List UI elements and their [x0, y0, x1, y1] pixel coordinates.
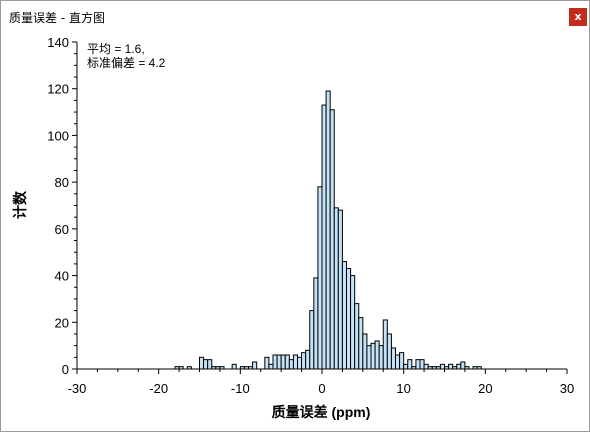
y-tick-label: 20 [55, 315, 69, 330]
y-tick-label: 140 [47, 35, 69, 50]
histogram-bar [268, 363, 274, 370]
histogram-bar [362, 333, 368, 370]
y-tick-label: 0 [62, 362, 69, 377]
y-tick-label: 80 [55, 175, 69, 190]
histogram-bar [329, 109, 335, 370]
histogram-bar [203, 359, 209, 370]
title-bar[interactable]: 质量误差 - 直方图 x [1, 1, 589, 31]
y-axis-ticks: 0 20 40 60 80 100 120 140 [47, 35, 77, 377]
histogram-chart: 0 20 40 60 80 100 120 140 -30 -20 -10 0 10 20 30 平均 =… [12, 35, 574, 420]
histogram-bar [305, 349, 311, 370]
histogram-bar [370, 342, 376, 370]
x-tick-label: -30 [68, 381, 87, 396]
histogram-bar [333, 207, 339, 370]
histogram-bar [276, 354, 282, 370]
histogram-bar [264, 356, 270, 370]
histogram-bar [419, 359, 425, 370]
x-tick-label: 10 [396, 381, 410, 396]
histogram-bar [395, 354, 401, 370]
histogram-bar [297, 356, 303, 370]
y-tick-label: 60 [55, 222, 69, 237]
y-tick-label: 100 [47, 128, 69, 143]
histogram-bar [423, 363, 429, 370]
histogram-bar [399, 352, 405, 370]
histogram-bar [341, 261, 347, 370]
histogram-bar [313, 277, 319, 370]
histogram-bar [407, 359, 413, 370]
histogram-bar [366, 345, 372, 370]
histogram-bar [354, 303, 360, 370]
histogram-bar [346, 268, 352, 370]
histogram-bar [280, 354, 286, 370]
histogram-bar [358, 317, 364, 370]
stats-stddev: 标准偏差 = 4.2 [87, 55, 166, 70]
histogram-bars [174, 90, 482, 370]
histogram-bar [292, 354, 298, 370]
histogram-bar [252, 361, 258, 370]
histogram-bar [374, 340, 380, 370]
stats-mean: 平均 = 1.6, [87, 42, 145, 56]
y-tick-label: 40 [55, 269, 69, 284]
histogram-bar [390, 347, 396, 370]
histogram-bar [448, 363, 454, 370]
histogram-bar [439, 363, 445, 370]
x-tick-label: 20 [478, 381, 492, 396]
histogram-bar [207, 359, 213, 370]
histogram-bar [460, 361, 466, 370]
x-axis-label: 质量误差 (ppm) [272, 404, 371, 420]
histogram-bar [301, 352, 307, 370]
histogram-bar [309, 310, 315, 370]
histogram-bar [288, 359, 294, 370]
histogram-bar [325, 90, 331, 370]
histogram-bar [317, 186, 323, 370]
histogram-bar [386, 333, 392, 370]
histogram-bar [284, 354, 290, 370]
histogram-bar [403, 363, 409, 370]
x-tick-label: -20 [149, 381, 168, 396]
histogram-bar [350, 275, 356, 370]
y-axis-label: 计数 [12, 190, 28, 219]
x-tick-label: 30 [560, 381, 574, 396]
y-tick-label: 120 [47, 82, 69, 97]
window-title: 质量误差 - 直方图 [9, 11, 105, 25]
histogram-bar [272, 354, 278, 370]
close-button[interactable]: x [569, 8, 587, 26]
x-axis-ticks: -30 -20 -10 0 10 20 30 [68, 369, 574, 396]
histogram-bar [199, 356, 205, 370]
histogram-bar [415, 359, 421, 370]
x-tick-label: 0 [318, 381, 325, 396]
histogram-bar [456, 363, 462, 370]
histogram-bar [337, 209, 343, 370]
histogram-bar [321, 104, 327, 370]
histogram-bar [382, 319, 388, 370]
x-tick-label: -10 [231, 381, 250, 396]
histogram-bar [378, 345, 384, 370]
plot-area: 0 20 40 60 80 100 120 140 -30 -20 -10 0 10 20 30 平均 =… [1, 31, 589, 431]
histogram-bar [231, 363, 237, 370]
